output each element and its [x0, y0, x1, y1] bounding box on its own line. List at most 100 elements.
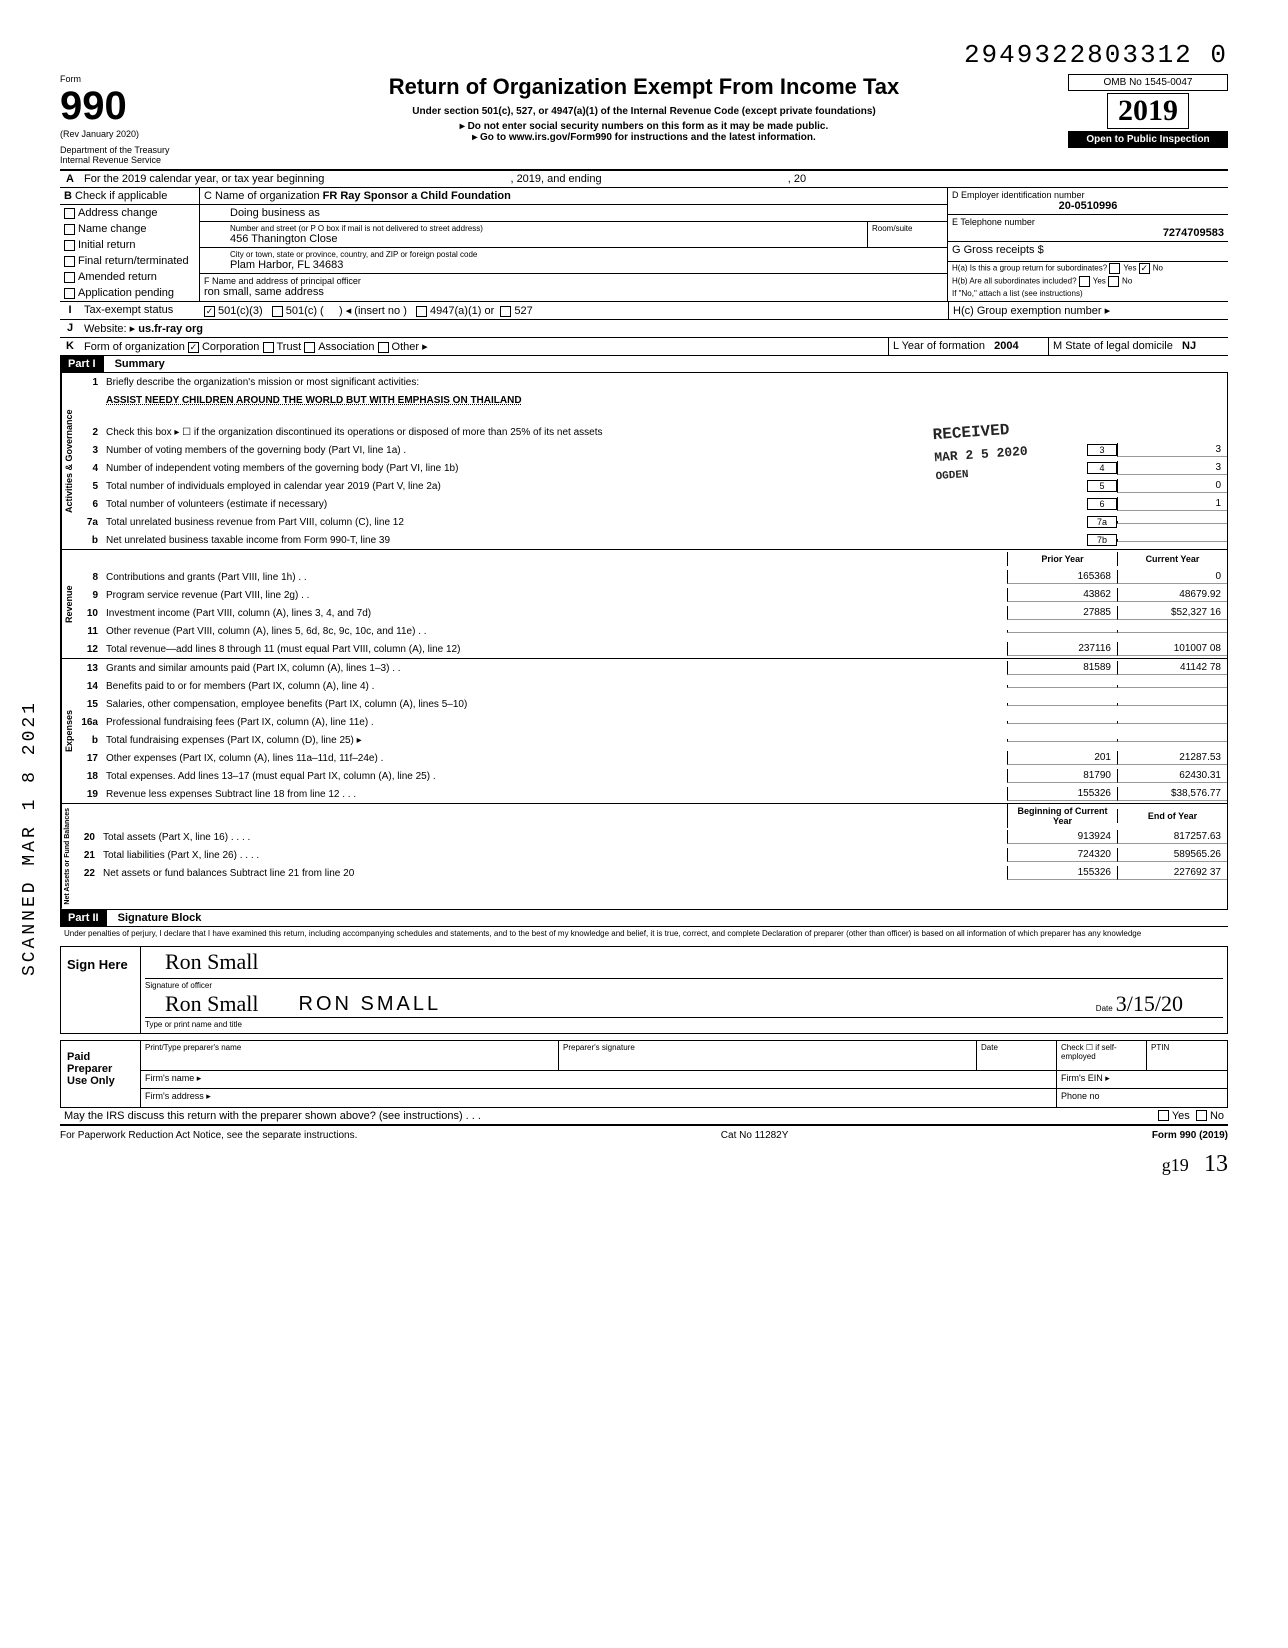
line-11: Other revenue (Part VIII, column (A), li… — [106, 625, 1007, 638]
gov-box-7a: 7a — [1087, 516, 1117, 528]
website: us.fr-ray org — [138, 323, 203, 335]
line-12: Total revenue—add lines 8 through 11 (mu… — [106, 643, 1007, 656]
gov-box-6: 6 — [1087, 498, 1117, 510]
hc: H(c) Group exemption number ▸ — [948, 302, 1228, 319]
gov-label: Activities & Governance — [61, 373, 76, 549]
current-year-header: Current Year — [1117, 552, 1227, 566]
discuss-yes[interactable] — [1158, 1110, 1169, 1121]
line-b: Total fundraising expenses (Part IX, col… — [106, 734, 1007, 747]
line-15: Salaries, other compensation, employee b… — [106, 698, 1007, 711]
amended-checkbox[interactable] — [64, 272, 75, 283]
part1-title: Summary — [107, 356, 173, 372]
gov-box-3: 3 — [1087, 444, 1117, 456]
prior-8: 165368 — [1007, 570, 1117, 584]
line-17: Other expenses (Part IX, column (A), lin… — [106, 752, 1007, 765]
street: 456 Thanington Close — [230, 233, 863, 245]
hb-yes[interactable] — [1079, 276, 1090, 287]
assoc-checkbox[interactable] — [304, 342, 315, 353]
curr-22: 227692 37 — [1117, 866, 1227, 880]
mission: ASSIST NEEDY CHILDREN AROUND THE WORLD B… — [106, 393, 1227, 408]
gov-val-4: 3 — [1117, 461, 1227, 475]
hb-no[interactable] — [1108, 276, 1119, 287]
prior-year-header: Prior Year — [1007, 552, 1117, 566]
name-change-checkbox[interactable] — [64, 224, 75, 235]
curr-b — [1117, 739, 1227, 742]
irs: Internal Revenue Service — [60, 155, 220, 165]
gov-val-5: 0 — [1117, 479, 1227, 493]
sign-here-block: Sign Here Ron Small Signature of officer… — [60, 946, 1228, 1034]
gross-receipts: G Gross receipts $ — [952, 244, 1044, 256]
prior-11 — [1007, 630, 1117, 633]
ha-no[interactable]: ✓ — [1139, 263, 1150, 274]
corp-checkbox[interactable]: ✓ — [188, 342, 199, 353]
gov-line-4: Number of independent voting members of … — [106, 462, 1087, 475]
officer: ron small, same address — [204, 286, 943, 298]
gov-line-b: Net unrelated business taxable income fr… — [106, 534, 1087, 547]
line-22: Net assets or fund balances Subtract lin… — [103, 867, 1007, 880]
gov-line-7a: Total unrelated business revenue from Pa… — [106, 516, 1087, 529]
room-suite: Room/suite — [867, 222, 947, 247]
omb-number: OMB No 1545-0047 — [1068, 74, 1228, 91]
line-10: Investment income (Part VIII, column (A)… — [106, 607, 1007, 620]
prior-20: 913924 — [1007, 830, 1117, 844]
prior-22: 155326 — [1007, 866, 1117, 880]
line-8: Contributions and grants (Part VIII, lin… — [106, 571, 1007, 584]
prior-9: 43862 — [1007, 588, 1117, 602]
curr-9: 48679.92 — [1117, 588, 1227, 602]
curr-11 — [1117, 630, 1227, 633]
gov-val-7a — [1117, 521, 1227, 524]
4947-checkbox[interactable] — [416, 306, 427, 317]
line-a: A For the 2019 calendar year, or tax yea… — [60, 171, 1228, 188]
curr-8: 0 — [1117, 570, 1227, 584]
ha-yes[interactable] — [1109, 263, 1120, 274]
discuss: May the IRS discuss this return with the… — [64, 1110, 1158, 1122]
line-21: Total liabilities (Part X, line 26) . . … — [103, 849, 1007, 862]
prior-12: 237116 — [1007, 642, 1117, 656]
prior-21: 724320 — [1007, 848, 1117, 862]
gov-val-b — [1117, 539, 1227, 542]
form-subtitle: Under section 501(c), 527, or 4947(a)(1)… — [220, 106, 1068, 117]
scanned-stamp: SCANNED MAR 1 8 2021 — [20, 700, 40, 976]
line-20: Total assets (Part X, line 16) . . . . — [103, 831, 1007, 844]
final-return-checkbox[interactable] — [64, 256, 75, 267]
discuss-no[interactable] — [1196, 1110, 1207, 1121]
pending-checkbox[interactable] — [64, 288, 75, 299]
initial-return-checkbox[interactable] — [64, 240, 75, 251]
cat-no: Cat No 11282Y — [721, 1130, 789, 1141]
gov-box-5: 5 — [1087, 480, 1117, 492]
prior-19: 155326 — [1007, 787, 1117, 801]
prior-16a — [1007, 721, 1117, 724]
gov-line-6: Total number of volunteers (estimate if … — [106, 498, 1087, 511]
trust-checkbox[interactable] — [263, 342, 274, 353]
addr-change-checkbox[interactable] — [64, 208, 75, 219]
gov-line-3: Number of voting members of the governin… — [106, 444, 1087, 457]
curr-16a — [1117, 721, 1227, 724]
line2: Check this box ▸ ☐ if the organization d… — [106, 426, 1227, 439]
paid-preparer-block: Paid Preparer Use Only Print/Type prepar… — [60, 1040, 1228, 1108]
warn2: ▸ Go to www.irs.gov/Form990 for instruct… — [220, 132, 1068, 143]
prior-b — [1007, 739, 1117, 742]
year-formation: 2004 — [994, 340, 1018, 352]
paperwork: For Paperwork Reduction Act Notice, see … — [60, 1130, 357, 1141]
page-13: 13 — [1204, 1151, 1228, 1177]
line-14: Benefits paid to or for members (Part IX… — [106, 680, 1007, 693]
501c3-checkbox[interactable]: ✓ — [204, 306, 215, 317]
501c-checkbox[interactable] — [272, 306, 283, 317]
warn1: ▸ Do not enter social security numbers o… — [220, 121, 1068, 132]
dept: Department of the Treasury — [60, 145, 220, 155]
gov-val-6: 1 — [1117, 497, 1227, 511]
line-18: Total expenses. Add lines 13–17 (must eq… — [106, 770, 1007, 783]
part1-header: Part I — [60, 356, 104, 372]
exp-label: Expenses — [61, 659, 76, 803]
prior-13: 81589 — [1007, 661, 1117, 675]
other-checkbox[interactable] — [378, 342, 389, 353]
curr-21: 589565.26 — [1117, 848, 1227, 862]
tax-year: 2019 — [1107, 93, 1189, 129]
sig-date: 3/15/20 — [1116, 991, 1183, 1016]
perjury: Under penalties of perjury, I declare th… — [60, 927, 1228, 940]
curr-14 — [1117, 685, 1227, 688]
typed-name: RON SMALL — [299, 993, 442, 1016]
prior-14 — [1007, 685, 1117, 688]
527-checkbox[interactable] — [500, 306, 511, 317]
gov-val-3: 3 — [1117, 443, 1227, 457]
